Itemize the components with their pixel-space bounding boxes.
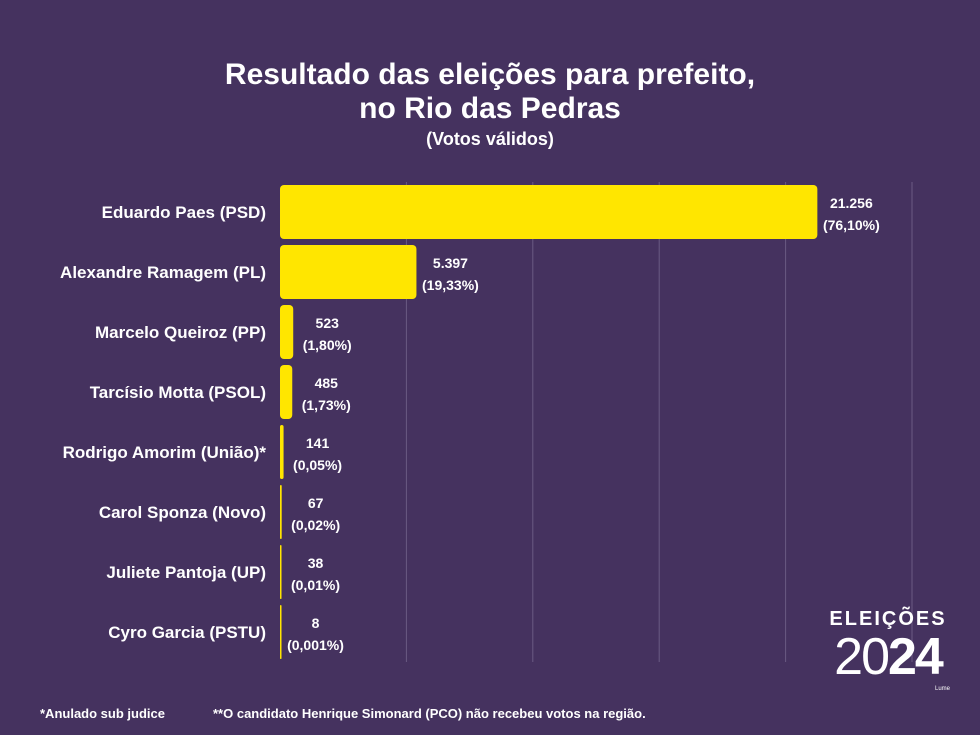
chart-title-line-2: no Rio das Pedras: [359, 92, 621, 125]
value-label: 8: [312, 615, 320, 631]
percent-label: (0,05%): [293, 457, 342, 473]
chart-title-block: Resultado das eleições para prefeito, no…: [0, 58, 980, 150]
logo-year-part-1: 20: [834, 628, 890, 686]
footnote-pco: **O candidato Henrique Simonard (PCO) nã…: [213, 706, 646, 721]
value-label: 21.256: [830, 195, 873, 211]
bar: [280, 245, 417, 299]
percent-label: (0,02%): [291, 517, 340, 533]
bar: [280, 425, 284, 479]
bar: [280, 485, 282, 539]
value-label: 38: [308, 555, 324, 571]
bar: [280, 305, 294, 359]
value-label: 67: [308, 495, 324, 511]
percent-label: (0,001%): [287, 637, 344, 653]
percent-label: (1,73%): [302, 397, 351, 413]
percent-label: (1,80%): [303, 337, 352, 353]
value-label: 5.397: [433, 255, 468, 271]
logo-word: ELEIÇÕES: [829, 608, 947, 630]
category-label: Cyro Garcia (PSTU): [108, 623, 266, 642]
category-label: Carol Sponza (Novo): [99, 503, 266, 522]
footnote-annulled: *Anulado sub judice: [40, 706, 165, 721]
logo-year-part-2: 24: [888, 628, 944, 686]
value-label: 485: [315, 375, 339, 391]
category-label: Juliete Pantoja (UP): [106, 563, 266, 582]
percent-label: (19,33%): [422, 277, 479, 293]
percent-label: (76,10%): [823, 217, 880, 233]
bar: [280, 185, 818, 239]
elections-2024-logo: ELEIÇÕES 2024 Lume: [826, 608, 950, 692]
bar: [280, 365, 293, 419]
percent-label: (0,01%): [291, 577, 340, 593]
logo-brand: Lume: [934, 686, 950, 692]
category-label: Marcelo Queiroz (PP): [95, 323, 266, 342]
category-label: Eduardo Paes (PSD): [102, 203, 266, 222]
bar: [280, 605, 282, 659]
category-label: Tarcísio Motta (PSOL): [90, 383, 266, 402]
chart-subtitle: (Votos válidos): [426, 129, 554, 149]
value-label: 523: [316, 315, 340, 331]
chart-title-line-1: Resultado das eleições para prefeito,: [224, 58, 756, 91]
bar: [280, 545, 282, 599]
value-label: 141: [306, 435, 330, 451]
logo-year: 2024: [826, 630, 950, 684]
category-label: Alexandre Ramagem (PL): [60, 263, 266, 282]
category-label: Rodrigo Amorim (União)*: [63, 443, 267, 462]
